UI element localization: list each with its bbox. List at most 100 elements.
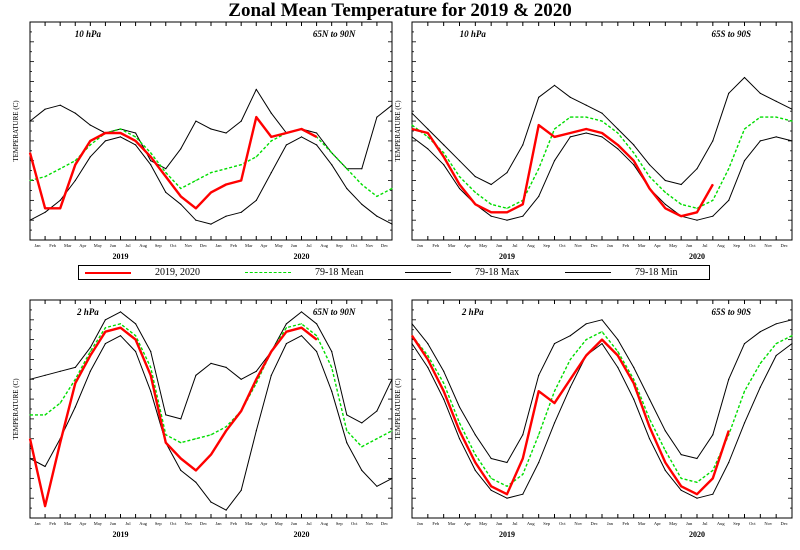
point-79-18-min [270,374,272,376]
x-month-label: Sep [543,243,551,248]
x-month-label: Jul [306,243,312,248]
point-2019-2020 [506,493,508,495]
point-79-18-max [74,366,76,368]
point-79-18-mean [331,152,333,154]
point-79-18-min [617,366,619,368]
point-79-18-max [490,457,492,460]
point-79-18-mean [411,124,413,126]
x-month-label: Feb [622,521,630,526]
point-79-18-max [225,366,227,368]
point-2019-2020 [585,354,587,357]
point-79-18-max [633,144,635,146]
point-79-18-min [443,398,445,400]
point-79-18-mean [664,191,666,193]
point-79-18-max [165,168,167,170]
series-2019-2020 [28,326,318,508]
point-79-18-min [361,469,363,471]
point-79-18-max [240,378,242,380]
x-month-label: Oct [170,521,177,526]
point-2019-2020 [59,442,61,444]
point-2019-2020 [538,390,540,392]
x-month-label: Mar [245,521,253,526]
x-month-label: May [275,243,284,248]
point-79-18-min [585,132,587,134]
point-79-18-min [104,343,106,345]
y-axis-label: TEMPERATURE (C) [12,100,20,162]
x-month-label: Apr [260,521,267,526]
point-2019-2020 [44,505,46,507]
point-79-18-min [411,343,413,345]
point-2019-2020 [74,164,76,166]
y-axis-label: TEMPERATURE (C) [394,100,402,162]
point-79-18-min [29,219,31,221]
point-79-18-mean [165,172,167,174]
x-month-label: Apr [79,521,86,526]
point-79-18-min [712,215,714,217]
point-79-18-max [728,92,730,94]
point-79-18-min [285,343,287,345]
point-2019-2020 [300,128,303,130]
point-79-18-max [74,112,76,114]
point-2019-2020 [89,140,91,142]
x-month-label: Jun [291,521,298,526]
point-79-18-mean [759,116,761,118]
point-79-18-min [150,164,152,166]
point-79-18-max [458,160,461,162]
point-79-18-max [411,323,413,325]
point-79-18-mean [135,335,137,337]
point-79-18-min [601,343,603,345]
point-79-18-min [74,406,76,408]
x-month-label: Aug [717,243,725,248]
point-2019-2020 [316,339,318,341]
x-month-label: Aug [527,521,535,526]
x-month-label: Feb [230,521,238,526]
x-month-label: Oct [749,243,756,248]
legend-label: 79-18 Min [635,267,678,278]
plot-frame [411,299,793,519]
point-79-18-mean [458,176,461,178]
x-month-label: Oct [351,521,358,526]
point-79-18-max [331,350,333,353]
x-month-label: Dec [590,243,597,248]
point-79-18-max [180,148,182,150]
point-79-18-min [775,354,777,357]
x-month-label: Dec [780,243,787,248]
point-79-18-max [664,430,666,432]
point-2019-2020 [104,331,106,333]
point-2019-2020 [601,132,603,134]
point-2019-2020 [316,136,318,138]
x-year-label: 2019 [499,530,515,539]
point-2019-2020 [633,160,635,162]
x-month-label: Nov [574,243,582,248]
x-month-label: Jun [291,243,298,248]
point-79-18-mean [633,152,635,154]
point-2019-2020 [664,207,666,209]
point-79-18-max [759,92,761,94]
point-79-18-max [458,406,461,408]
point-79-18-max [569,96,571,98]
point-2019-2020 [458,430,461,432]
point-79-18-mean [490,477,492,479]
point-79-18-min [150,390,152,392]
point-79-18-min [522,215,524,217]
point-79-18-mean [89,350,91,353]
point-79-18-max [210,362,212,364]
point-2019-2020 [458,183,461,186]
point-79-18-min [195,219,197,221]
point-79-18-min [180,203,182,205]
x-month-label: May [275,521,284,526]
point-79-18-mean [135,136,137,138]
point-79-18-mean [150,366,152,368]
point-79-18-min [240,489,242,491]
point-79-18-min [210,223,212,225]
point-79-18-max [411,112,413,114]
x-month-label: Jan [216,243,223,248]
x-month-label: Sep [543,521,551,526]
point-79-18-mean [728,168,730,170]
x-month-label: Jan [607,521,614,526]
point-79-18-mean [180,442,182,444]
point-79-18-mean [617,132,619,134]
point-79-18-min [285,144,287,146]
point-79-18-max [506,461,508,464]
x-month-label: Nov [366,243,374,248]
